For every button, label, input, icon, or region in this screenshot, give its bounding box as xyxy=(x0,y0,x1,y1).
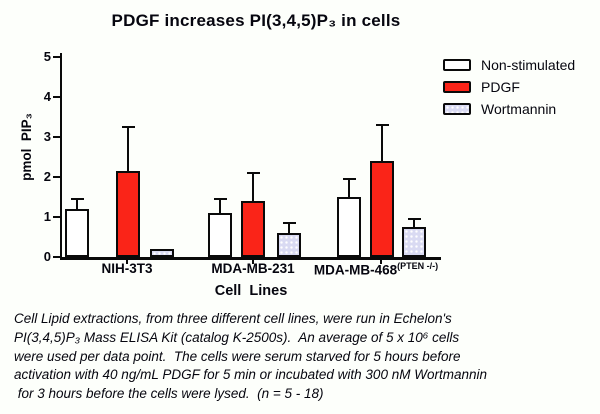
error-bar-line xyxy=(348,179,350,197)
y-tick xyxy=(53,216,60,218)
x-category-label: MDA-MB-231 xyxy=(153,261,353,276)
bar xyxy=(116,171,140,257)
error-bar-line xyxy=(127,127,129,171)
error-bar-line xyxy=(381,125,383,161)
y-tick-label: 3 xyxy=(43,129,51,144)
x-tick xyxy=(252,260,254,264)
x-category-label: MDA-MB-468(PTEN -/-) xyxy=(276,261,476,278)
y-axis xyxy=(60,53,62,260)
legend-item: PDGF xyxy=(443,78,575,95)
y-tick xyxy=(53,96,60,98)
x-category-text: MDA-MB-468 xyxy=(313,262,398,278)
error-bar-line xyxy=(288,223,290,233)
caption-line: PI(3,4,5)P₃ Mass ELISA Kit (catalog K-25… xyxy=(14,329,460,345)
bar xyxy=(150,249,174,257)
caption-line: Cell Lipid extractions, from three diffe… xyxy=(14,311,452,326)
legend-label: Wortmannin xyxy=(481,100,557,117)
bar xyxy=(208,213,232,257)
legend-item: Non-stimulated xyxy=(443,56,576,73)
bar xyxy=(370,161,394,257)
y-tick-label: 1 xyxy=(43,209,51,224)
x-category-text: MDA-MB-231 xyxy=(211,261,295,276)
x-axis-title: Cell Lines xyxy=(214,283,288,299)
y-tick xyxy=(53,56,60,58)
legend-swatch xyxy=(443,80,471,93)
legend-item: Wortmannin xyxy=(443,100,575,117)
x-tick xyxy=(126,260,128,264)
caption-line: activation with 40 ng/mL PDGF for 5 min … xyxy=(14,367,487,383)
plot-area: pmol PIP₃ 0 1 2 3 4 5 NIH-3T3 MDA-MB-231 MDA-MB-… xyxy=(19,49,476,278)
figure-caption: Cell Lipid extractions, from three diffe… xyxy=(14,310,592,404)
caption-line: for 3 hours before the cells were lysed.… xyxy=(14,386,324,402)
bar xyxy=(277,233,301,257)
error-bar-line xyxy=(76,199,78,209)
y-tick xyxy=(53,176,60,178)
error-bar-line xyxy=(219,199,221,213)
error-bar-cap xyxy=(246,172,260,174)
error-bar-cap xyxy=(375,124,389,126)
bar xyxy=(337,197,361,257)
error-bar-cap xyxy=(213,198,227,200)
x-tick xyxy=(380,260,382,264)
bar xyxy=(402,227,426,257)
y-tick xyxy=(53,136,60,138)
legend-swatch xyxy=(443,102,471,115)
legend: Non-stimulated PDGF Wortmannin xyxy=(443,58,575,124)
error-bar-line xyxy=(413,219,415,227)
error-bar-cap xyxy=(342,178,356,180)
x-category-text: NIH-3T3 xyxy=(101,261,153,276)
error-bar-cap xyxy=(407,218,421,220)
error-bar-cap xyxy=(70,198,84,200)
y-tick-label: 5 xyxy=(43,49,51,64)
y-tick-label: 2 xyxy=(43,169,51,184)
x-category-label: NIH-3T3 xyxy=(27,261,227,276)
x-category-superscript: (PTEN -/-) xyxy=(397,261,439,271)
error-bar-cap xyxy=(121,126,135,128)
y-tick-label: 0 xyxy=(43,249,51,264)
bar xyxy=(241,201,265,257)
x-axis xyxy=(60,257,441,260)
y-tick-label: 4 xyxy=(43,89,51,104)
error-bar-cap xyxy=(282,222,296,224)
y-tick xyxy=(53,256,60,258)
error-bar-line xyxy=(252,173,254,201)
legend-label: Non-stimulated xyxy=(481,56,576,73)
bar xyxy=(65,209,89,257)
legend-swatch xyxy=(443,58,471,71)
caption-line: were used per data point. The cells were… xyxy=(14,348,461,364)
legend-label: PDGF xyxy=(481,78,520,95)
chart-title: PDGF increases PI(3,4,5)P₃ in cells xyxy=(111,11,401,30)
